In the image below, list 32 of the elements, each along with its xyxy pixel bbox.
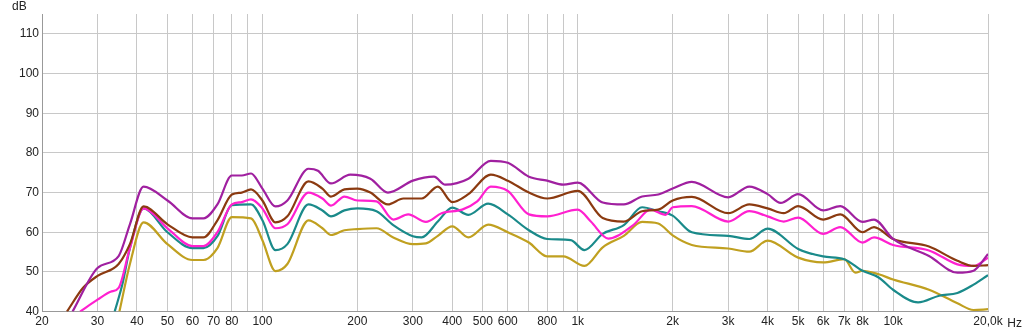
x-tick-label: 6k xyxy=(816,314,831,329)
y-tick-label: 90 xyxy=(25,105,40,120)
x-axis-title: Hz xyxy=(1007,315,1022,330)
y-tick-label: 80 xyxy=(25,145,40,160)
x-tick-label: 10k xyxy=(883,314,904,329)
x-tick-label: 400 xyxy=(442,314,463,329)
x-tick-label: 50 xyxy=(160,314,175,329)
x-tick-label: 300 xyxy=(402,314,424,329)
x-tick-label: 100 xyxy=(252,314,273,329)
x-tick-label: 5k xyxy=(791,314,806,329)
y-tick-label: 50 xyxy=(25,264,40,279)
x-tick-label: 80 xyxy=(225,314,239,329)
x-tick-label: 800 xyxy=(537,314,558,329)
x-tick-label: 30 xyxy=(90,314,105,329)
x-tick-label: 7k xyxy=(837,314,852,329)
x-tick-label: 600 xyxy=(497,314,519,329)
y-tick-label: 110 xyxy=(19,26,40,41)
x-tick-label: 3k xyxy=(721,314,736,329)
x-tick-label: 4k xyxy=(761,314,775,329)
x-tick-label: 1k xyxy=(571,314,586,329)
y-tick-label: 70 xyxy=(25,184,40,199)
x-tick-label: 20,0k xyxy=(973,314,1004,329)
x-tick-label: 40 xyxy=(130,314,144,329)
x-tick-label: 2k xyxy=(666,314,680,329)
x-tick-label: 200 xyxy=(347,314,368,329)
y-tick-label: 60 xyxy=(25,224,40,239)
x-tick-label: 60 xyxy=(185,314,200,329)
x-tick-label: 500 xyxy=(472,314,494,329)
y-axis-title: dB xyxy=(12,0,27,14)
x-tick-label: 70 xyxy=(206,314,221,329)
x-tick-label: 8k xyxy=(856,314,870,329)
y-tick-label: 100 xyxy=(18,65,40,80)
